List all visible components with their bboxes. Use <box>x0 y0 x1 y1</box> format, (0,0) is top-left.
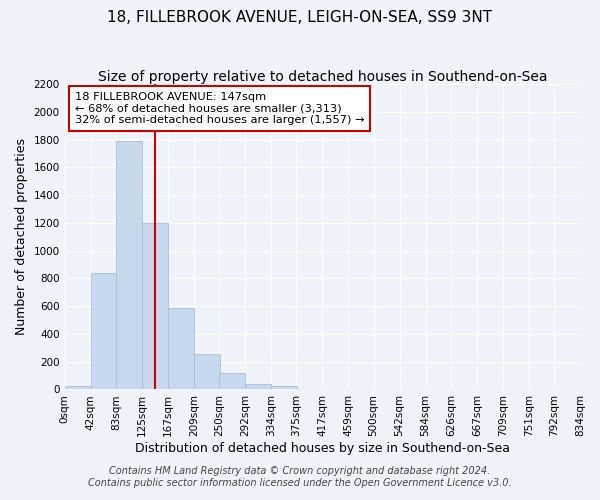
Bar <box>65 386 91 390</box>
Bar <box>116 141 142 390</box>
Bar <box>271 386 297 390</box>
Text: 18, FILLEBROOK AVENUE, LEIGH-ON-SEA, SS9 3NT: 18, FILLEBROOK AVENUE, LEIGH-ON-SEA, SS9… <box>107 10 493 25</box>
Y-axis label: Number of detached properties: Number of detached properties <box>15 138 28 335</box>
Bar <box>245 384 271 390</box>
Bar <box>142 223 168 390</box>
Title: Size of property relative to detached houses in Southend-on-Sea: Size of property relative to detached ho… <box>98 70 547 84</box>
Bar <box>219 374 245 390</box>
Text: 18 FILLEBROOK AVENUE: 147sqm
← 68% of detached houses are smaller (3,313)
32% of: 18 FILLEBROOK AVENUE: 147sqm ← 68% of de… <box>75 92 364 125</box>
X-axis label: Distribution of detached houses by size in Southend-on-Sea: Distribution of detached houses by size … <box>135 442 510 455</box>
Bar <box>91 273 116 390</box>
Text: Contains HM Land Registry data © Crown copyright and database right 2024.
Contai: Contains HM Land Registry data © Crown c… <box>88 466 512 487</box>
Bar <box>194 354 220 390</box>
Bar <box>168 308 194 390</box>
